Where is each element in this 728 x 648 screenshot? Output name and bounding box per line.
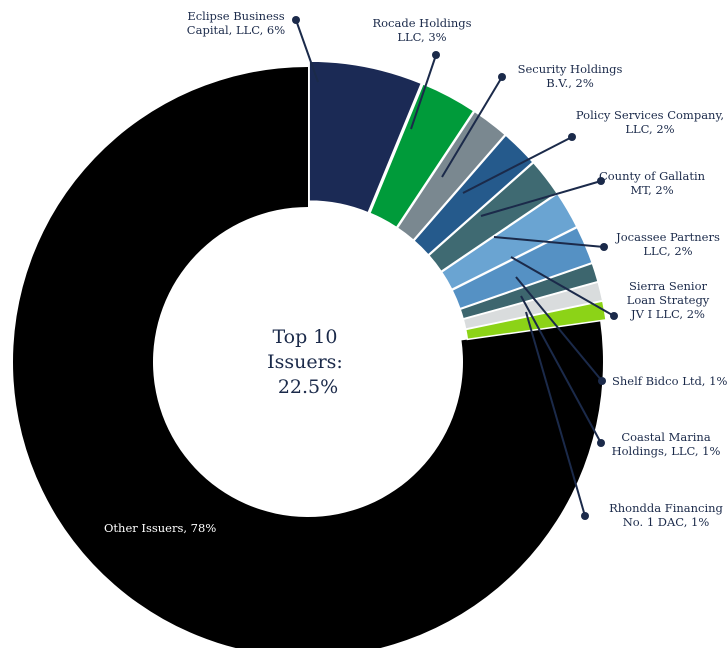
- label-line: Sierra Senior: [629, 279, 708, 293]
- label-coastal-marina-holdings-llc: Coastal Marina Holdings, LLC, 1%: [612, 430, 721, 458]
- leader-line-policy-services-company-llc: [462, 136, 573, 194]
- label-line: Policy Services Company,: [576, 108, 724, 122]
- leader-line-coastal-marina-holdings-llc: [520, 295, 602, 444]
- slice-other-issuers: [13, 67, 603, 648]
- label-line: County of Gallatin: [599, 169, 706, 183]
- leader-line-eclipse-business-capital-llc: [295, 19, 319, 83]
- leader-dot-rocade-holdings-llc: [432, 51, 440, 59]
- slice-security-holdings-b-v: [396, 110, 507, 242]
- center-label-line-2: Issuers:: [267, 351, 343, 373]
- leader-dot-county-of-gallatin-mt: [597, 177, 605, 185]
- label-eclipse-business-capital-llc: Eclipse Business Capital, LLC, 6%: [187, 9, 285, 37]
- label-line: Capital, LLC, 6%: [187, 23, 285, 37]
- leader-line-rhondda-financing-no-1-dac: [525, 311, 586, 517]
- label-line: Coastal Marina: [621, 430, 711, 444]
- center-label-line-3: 22.5%: [278, 376, 338, 398]
- label-line: Holdings, LLC, 1%: [612, 444, 721, 458]
- leader-dot-security-holdings-b-v: [498, 73, 506, 81]
- label-line: Loan Strategy: [627, 293, 710, 307]
- slice-eclipse-business-capital-llc: [308, 60, 423, 214]
- donut-slices: [13, 60, 607, 648]
- center-label-line-1: Top 10: [272, 326, 337, 348]
- label-rhondda-financing-no-1-dac: Rhondda Financing No. 1 DAC, 1%: [609, 501, 723, 529]
- label-other-issuers: Other Issuers, 78%: [104, 521, 216, 535]
- label-line: LLC, 2%: [625, 122, 674, 136]
- label-line: Rocade Holdings: [372, 16, 471, 30]
- leader-dot-jocassee-partners-llc: [600, 243, 608, 251]
- label-jocassee-partners-llc: Jocassee Partners LLC, 2%: [615, 230, 720, 258]
- label-line: MT, 2%: [630, 183, 673, 197]
- slice-rhondda-financing-no-1-dac: [464, 300, 607, 341]
- leader-line-security-holdings-b-v: [441, 76, 503, 178]
- center-label: Top 10 Issuers: 22.5%: [267, 326, 349, 398]
- label-sierra-senior-loan-strategy-jv-i-llc: Sierra Senior Loan Strategy JV I LLC, 2%: [627, 279, 710, 321]
- leader-line-shelf-bidco-ltd: [515, 276, 603, 382]
- label-security-holdings-b-v: Security Holdings B.V., 2%: [518, 62, 623, 90]
- label-county-of-gallatin-mt: County of Gallatin MT, 2%: [599, 169, 706, 197]
- leader-line-rocade-holdings-llc: [410, 54, 437, 130]
- label-line: Security Holdings: [518, 62, 623, 76]
- leader-dot-policy-services-company-llc: [568, 133, 576, 141]
- leader-dot-eclipse-business-capital-llc: [292, 16, 300, 24]
- label-line: Jocassee Partners: [615, 230, 720, 244]
- slice-rocade-holdings-llc: [368, 82, 475, 229]
- label-line: JV I LLC, 2%: [630, 307, 705, 321]
- leader-line-county-of-gallatin-mt: [480, 180, 602, 217]
- leader-dot-coastal-marina-holdings-llc: [597, 439, 605, 447]
- label-policy-services-company-llc: Policy Services Company, LLC, 2%: [576, 108, 724, 136]
- leader-line-sierra-senior-loan-strategy-jv-i-llc: [510, 256, 615, 317]
- label-shelf-bidco-ltd: Shelf Bidco Ltd, 1%: [612, 374, 727, 388]
- label-line: B.V., 2%: [546, 76, 594, 90]
- label-line: No. 1 DAC, 1%: [623, 515, 710, 529]
- leader-dot-rhondda-financing-no-1-dac: [581, 512, 589, 520]
- label-line: Shelf Bidco Ltd, 1%: [612, 374, 727, 388]
- label-rocade-holdings-llc: Rocade Holdings LLC, 3%: [372, 16, 471, 44]
- label-line: LLC, 3%: [397, 30, 446, 44]
- leader-lines: [292, 16, 618, 520]
- leader-line-jocassee-partners-llc: [493, 236, 605, 248]
- leader-dot-shelf-bidco-ltd: [598, 377, 606, 385]
- slice-labels: Eclipse Business Capital, LLC, 6% Rocade H…: [104, 9, 727, 535]
- leader-dot-sierra-senior-loan-strategy-jv-i-llc: [610, 312, 618, 320]
- label-line: Eclipse Business: [187, 9, 284, 23]
- slice-county-of-gallatin-mt: [427, 161, 559, 273]
- slice-policy-services-company-llc: [412, 134, 535, 256]
- slice-jocassee-partners-llc: [440, 192, 578, 291]
- label-line: LLC, 2%: [643, 244, 692, 258]
- label-line: Rhondda Financing: [609, 501, 723, 515]
